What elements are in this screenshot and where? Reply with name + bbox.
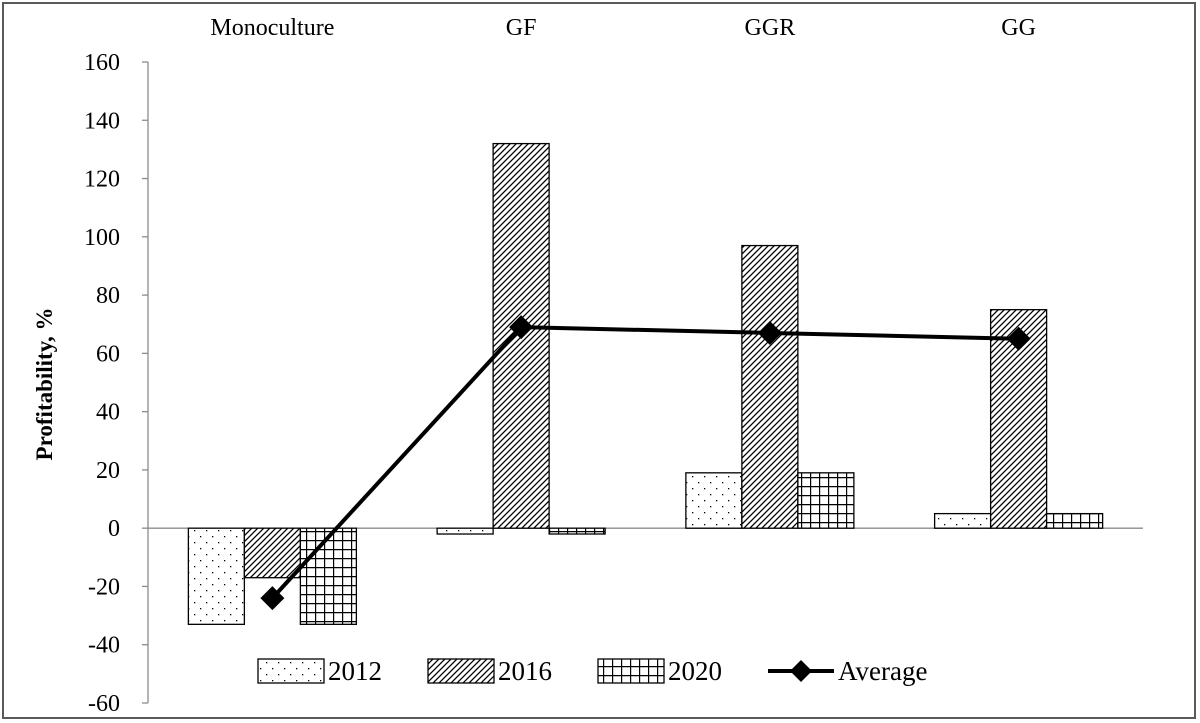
average-marker [757, 320, 782, 345]
category-label: GF [506, 15, 537, 41]
y-tick-label: -20 [88, 574, 120, 600]
bar-2012-ggr [685, 472, 743, 529]
category-label: GG [1001, 15, 1036, 41]
y-tick-label: 60 [96, 341, 120, 367]
average-marker [260, 586, 285, 611]
y-tick-label: 140 [84, 108, 120, 134]
bars [187, 142, 1104, 625]
bar-2020-monoculture [299, 527, 358, 625]
legend-swatch-2012 [257, 658, 325, 684]
bar-2020-gg [1045, 512, 1104, 529]
legend: 2012 2016 2020 Average [257, 656, 927, 686]
category-labels: Monoculture GF GGR GG [210, 15, 1036, 41]
bar-2020-gf [548, 527, 606, 535]
y-tick-label: 100 [84, 225, 120, 251]
y-tick-label: 120 [84, 167, 120, 193]
legend-swatch-2016 [427, 658, 495, 684]
bar-2020-ggr [797, 472, 855, 529]
y-axis: -60 -40 -20 0 20 40 60 80 100 120 140 160 [84, 50, 149, 717]
y-tick-label: -60 [88, 691, 120, 717]
y-tick-label: 0 [108, 516, 120, 542]
bar-2016-monoculture [243, 527, 302, 579]
bar-2012-gg [933, 512, 992, 529]
y-axis-title: Profitability, % [32, 308, 57, 461]
y-tick-label: 40 [96, 400, 120, 426]
average-line-series [260, 315, 1031, 611]
legend-swatch-marker [790, 660, 812, 682]
y-tick-label: 160 [84, 50, 120, 76]
bar-2012-gf [436, 527, 494, 535]
average-marker [1006, 326, 1031, 351]
legend-label: 2016 [498, 656, 552, 686]
legend-label: Average [838, 656, 927, 686]
category-label: Monoculture [210, 15, 334, 41]
y-tick-label: -40 [88, 633, 120, 659]
category-label: GGR [745, 15, 796, 41]
average-line [270, 325, 1019, 600]
average-marker [509, 315, 534, 340]
legend-label: 2020 [668, 656, 722, 686]
bar-2016-ggr [741, 244, 799, 529]
bar-2012-monoculture [187, 527, 246, 625]
legend-label: 2012 [328, 656, 382, 686]
legend-swatch-2020 [597, 658, 665, 684]
y-tick-label: 20 [96, 458, 120, 484]
y-tick-label: 80 [96, 283, 120, 309]
